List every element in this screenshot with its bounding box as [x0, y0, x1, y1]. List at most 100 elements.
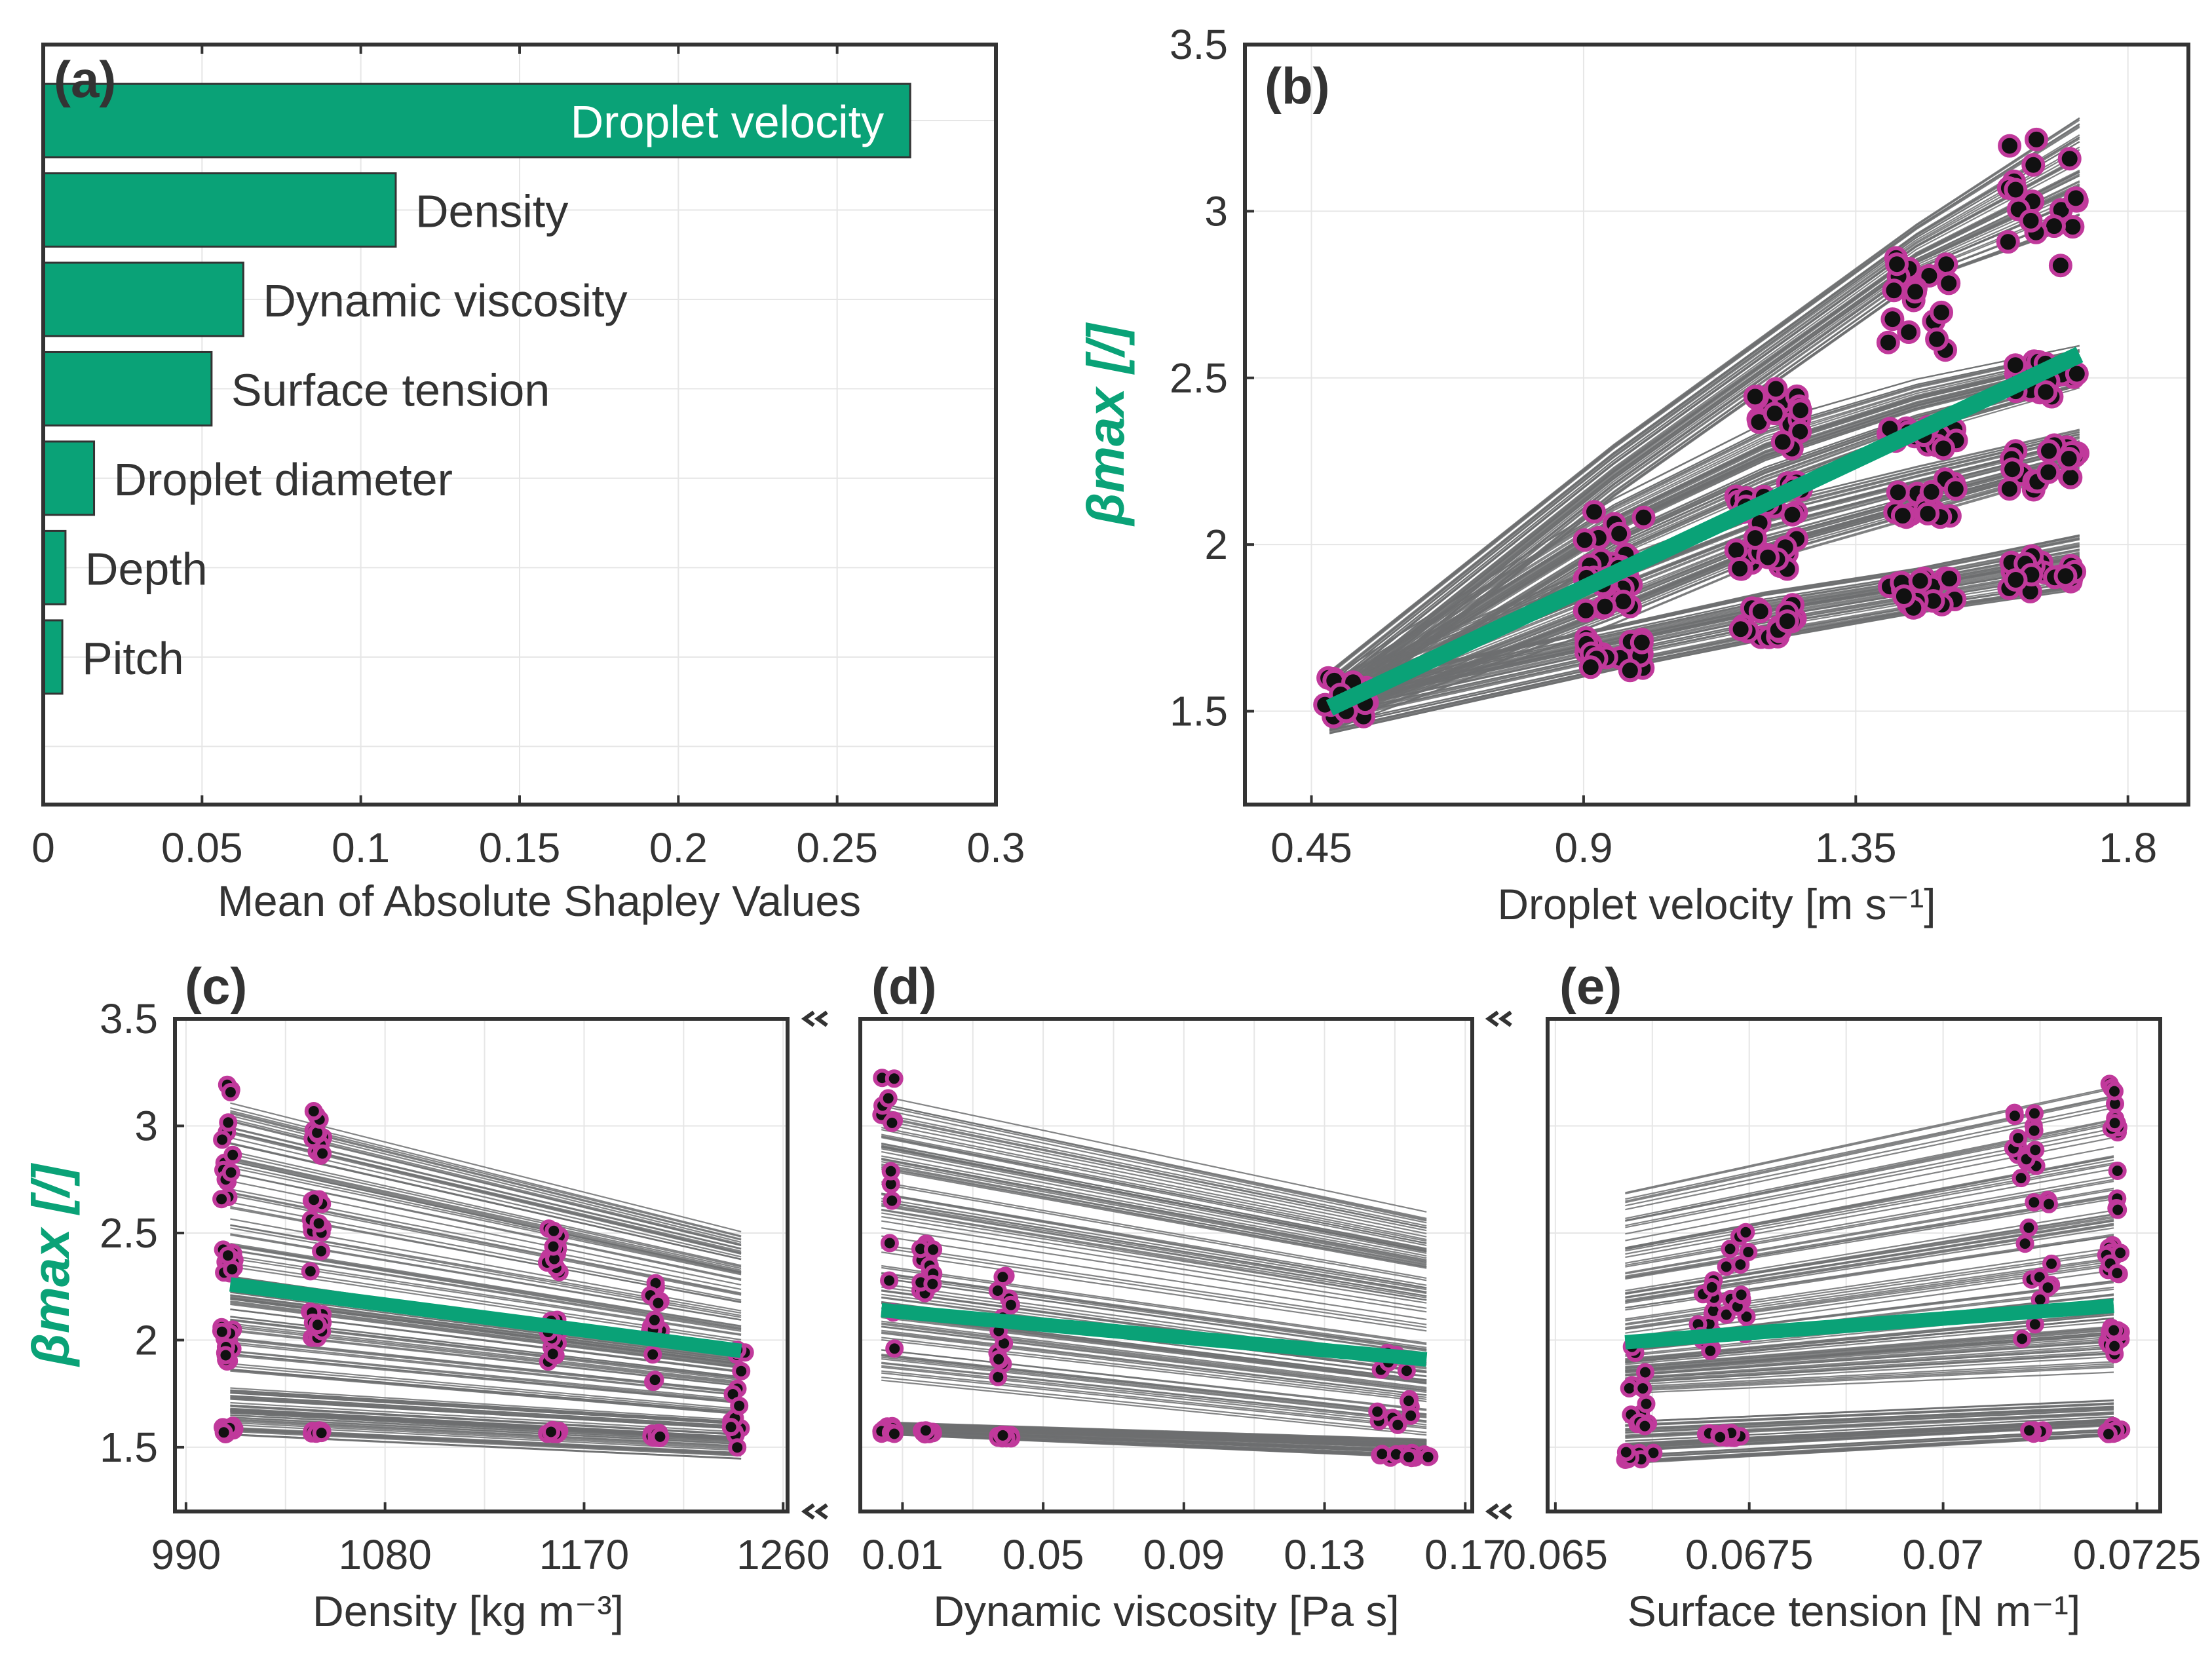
ice-curve [881, 1379, 1427, 1436]
bar-dynamic-viscosity [42, 261, 244, 337]
y-axis-label: βmax [/] [1077, 322, 1135, 527]
observation-point-group [1728, 593, 1807, 649]
ice-curve [881, 1272, 1427, 1351]
observation-point [2057, 147, 2082, 171]
observation-point [2025, 1193, 2044, 1212]
observation-point-group [1717, 1223, 1758, 1344]
observation-point-group [1620, 1337, 1658, 1435]
x-axis-label: Droplet velocity [m s⁻¹] [1497, 880, 1936, 928]
ice-curve [1625, 1331, 2114, 1371]
observation-point [1919, 480, 1943, 504]
ice-curve [1329, 183, 2080, 702]
observation-point-group [642, 1424, 670, 1447]
chevron-mark [1498, 1503, 1512, 1520]
observation-point [1724, 538, 1748, 562]
observation-point [2034, 380, 2058, 404]
ice-curve [881, 1122, 1427, 1234]
observation-point [645, 1310, 664, 1329]
x-tick-label: 0.01 [862, 1531, 944, 1578]
ice-curve [230, 1353, 742, 1403]
observation-point [1880, 307, 1905, 332]
bar-surface-tension [42, 351, 213, 427]
observation-point [305, 1190, 323, 1209]
ice-curve [1625, 1338, 2114, 1375]
ice-curve [230, 1158, 742, 1271]
ice-curve [230, 1369, 742, 1415]
x-tick-label: 0.07 [1902, 1531, 1984, 1578]
observation-point [2009, 1129, 2028, 1148]
observation-point-group [1996, 127, 2089, 278]
observation-point [2059, 465, 2083, 489]
observation-point [880, 1271, 899, 1290]
observation-point [2038, 1278, 2057, 1297]
observation-point [1630, 630, 1654, 655]
ice-curve [881, 1116, 1427, 1229]
ice-curve [1329, 149, 2080, 688]
observation-point-group [1997, 544, 2087, 603]
ice-curve [881, 1362, 1427, 1422]
y-tick-label: 3.5 [1170, 21, 1228, 68]
ice-curve [1329, 190, 2080, 709]
plot-area [1313, 117, 2089, 734]
observation-point-group [1574, 626, 1655, 683]
observation-point [2037, 439, 2061, 463]
observation-point [2105, 1114, 2124, 1133]
ice-curve [881, 1329, 1427, 1396]
observation-point [1728, 617, 1753, 641]
observation-point [223, 1260, 242, 1279]
ice-curve [881, 1148, 1427, 1254]
observation-point [308, 1316, 327, 1335]
bar-label: Droplet diameter [114, 454, 453, 505]
observation-point [2057, 447, 2081, 470]
ice-curve [881, 1337, 1427, 1400]
x-tick-label: 0.15 [479, 824, 561, 871]
panel-label: (d) [871, 957, 937, 1015]
chevron-mark [1485, 1010, 1499, 1027]
x-axis-label: Density [kg m⁻³] [313, 1587, 624, 1635]
ice-curve [881, 1266, 1427, 1346]
observation-point-group [1371, 1443, 1439, 1468]
axes-frame [858, 1017, 1474, 1513]
observation-point [2042, 1254, 2061, 1273]
x-tick-label: 0.45 [1270, 824, 1352, 871]
observation-point [1930, 300, 1953, 324]
x-tick-label: 0.9 [1554, 824, 1612, 871]
mean-pdp-line [881, 1302, 1428, 1367]
axes-frame [1243, 43, 2190, 807]
observation-point [1743, 526, 1767, 550]
ice-curve [1625, 1399, 2114, 1423]
ice-curve [881, 1105, 1427, 1222]
observation-point [883, 1113, 902, 1132]
observation-point [1916, 502, 1940, 525]
ice-curve [881, 1209, 1427, 1301]
ice-curve [881, 1377, 1427, 1434]
x-tick-label: 0.05 [1002, 1531, 1084, 1578]
observation-point-group [1724, 526, 1809, 581]
observation-point [885, 1339, 904, 1358]
observation-point [2019, 1218, 2038, 1237]
observation-point [728, 1438, 747, 1457]
axes-frame [1546, 1017, 2162, 1513]
ice-curve [1625, 1124, 2114, 1222]
observation-point [2099, 1424, 2118, 1443]
observation-point [1748, 599, 1772, 624]
ice-curve [881, 1192, 1427, 1286]
observation-point-group [2012, 1169, 2061, 1348]
observation-point-group [303, 1102, 333, 1165]
observation-point [2025, 1315, 2044, 1334]
ice-curve [1625, 1366, 2114, 1392]
ice-curve [881, 1355, 1427, 1416]
ice-curve [881, 1119, 1427, 1232]
observation-point [2021, 153, 2046, 177]
ice-curve [1329, 356, 2080, 696]
observation-point [1574, 598, 1598, 622]
ice-curve [881, 1164, 1427, 1265]
bar-label: Density [415, 185, 568, 237]
observation-point [1702, 1278, 1721, 1297]
observation-point [1368, 1402, 1387, 1421]
observation-point [993, 1268, 1012, 1287]
observation-point [879, 1089, 898, 1108]
observation-point-group [913, 1421, 942, 1444]
